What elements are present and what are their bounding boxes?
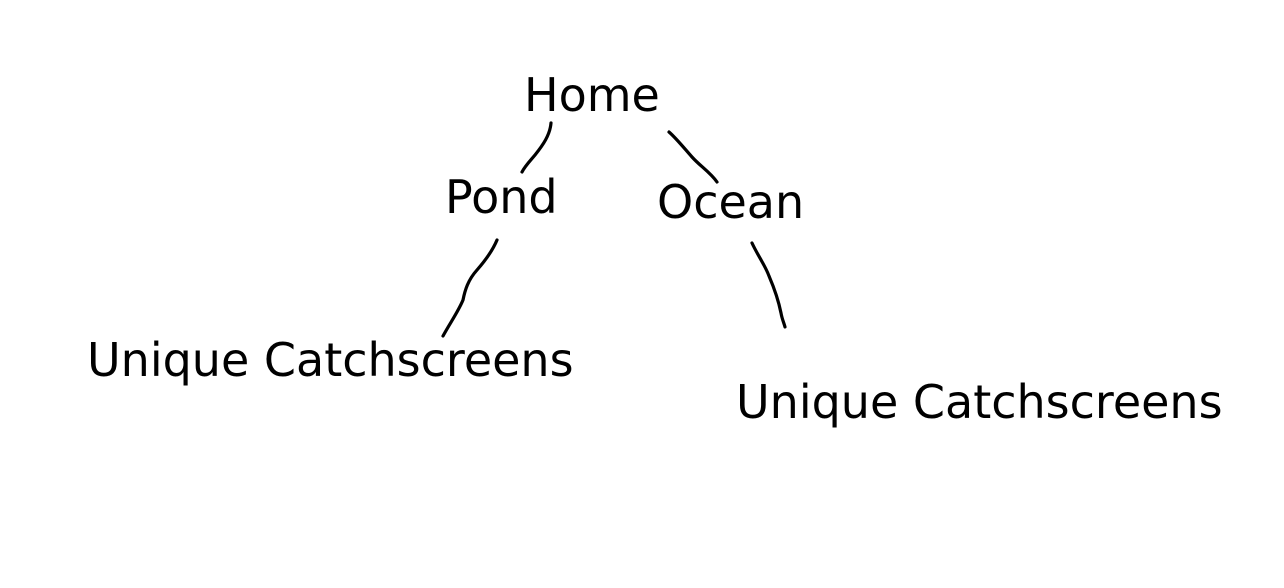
node-pond: Pond [445, 170, 558, 224]
edge-home-ocean [667, 130, 719, 184]
node-home: Home [524, 68, 660, 122]
edge-ocean-unique-catchscreens [750, 241, 787, 329]
node-pond-unique-catchscreens: Unique Catchscreens [87, 333, 574, 387]
node-ocean-unique-catchscreens: Unique Catchscreens [736, 375, 1223, 429]
edge-pond-unique-catchscreens [441, 238, 499, 338]
edge-home-pond [520, 121, 553, 174]
node-ocean: Ocean [657, 175, 805, 229]
